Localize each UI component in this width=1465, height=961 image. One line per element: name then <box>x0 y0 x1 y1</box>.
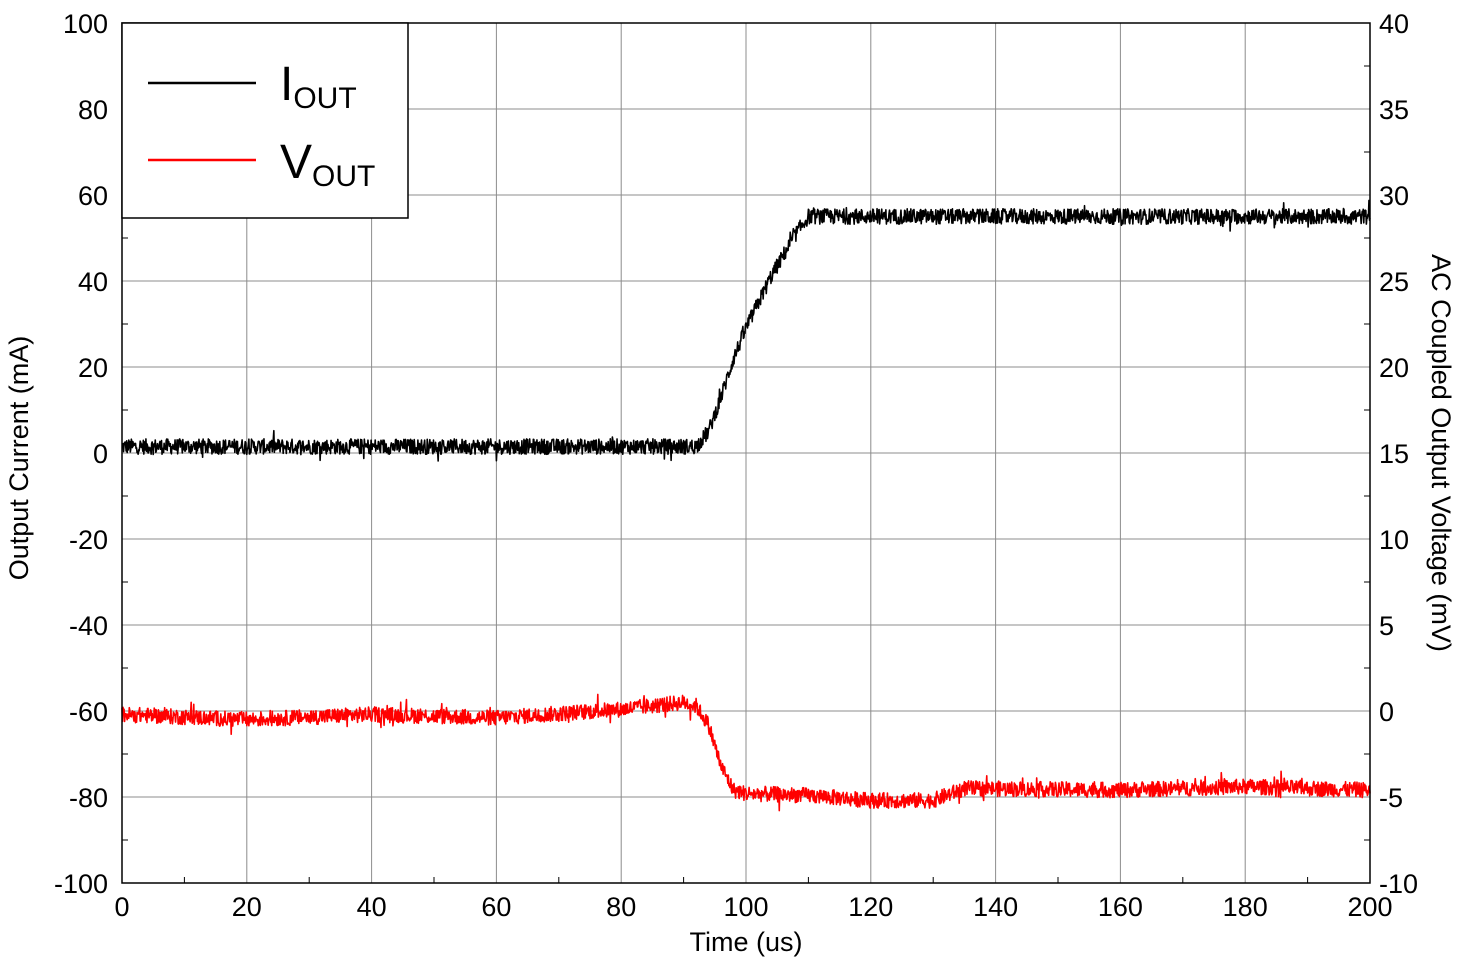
x-tick-label: 0 <box>114 892 129 922</box>
y2-tick-label: -5 <box>1379 783 1403 813</box>
y2-tick-label: 30 <box>1379 181 1409 211</box>
legend-label-vout: VOUT <box>280 136 375 193</box>
y2-tick-label: 0 <box>1379 697 1394 727</box>
x-axis-title: Time (us) <box>690 927 803 957</box>
y-tick-label: 100 <box>63 9 108 39</box>
tick-labels: 0 20 40 60 80 100 120 140 160 180 200100806040200-… <box>54 9 1418 922</box>
y-tick-label: 40 <box>78 267 108 297</box>
y-tick-label: -60 <box>69 697 108 727</box>
y2-tick-label: 15 <box>1379 439 1409 469</box>
y2-tick-label: 35 <box>1379 95 1409 125</box>
series-line-vout <box>121 693 1371 812</box>
series-line-iout <box>121 199 1371 462</box>
x-tick-label: 160 <box>1098 892 1143 922</box>
y-axis-title: Output Current (mA) <box>4 336 34 581</box>
y-tick-label: 0 <box>93 439 108 469</box>
x-tick-label: 100 <box>723 892 768 922</box>
y2-axis-title: AC Coupled Output Voltage (mV) <box>1426 254 1456 652</box>
legend-label-iout-main: I <box>280 58 293 111</box>
legend-label-vout-sub: OUT <box>312 160 375 193</box>
x-tick-label: 20 <box>232 892 262 922</box>
x-tick-label: 120 <box>848 892 893 922</box>
x-tick-label: 60 <box>481 892 511 922</box>
y-tick-label: -80 <box>69 783 108 813</box>
y-tick-label: 80 <box>78 95 108 125</box>
x-tick-label: 200 <box>1347 892 1392 922</box>
y2-tick-label: 40 <box>1379 9 1409 39</box>
y-tick-label: -40 <box>69 611 108 641</box>
x-tick-label: 40 <box>357 892 387 922</box>
y2-tick-label: 10 <box>1379 525 1409 555</box>
y-tick-label: -20 <box>69 525 108 555</box>
y-tick-label: 20 <box>78 353 108 383</box>
grid <box>122 23 1370 883</box>
x-tick-label: 180 <box>1223 892 1268 922</box>
y2-tick-label: 20 <box>1379 353 1409 383</box>
x-tick-label: 140 <box>973 892 1018 922</box>
y2-tick-label: -10 <box>1379 869 1418 899</box>
legend-label-iout-sub: OUT <box>293 82 356 115</box>
legend-label-vout-main: V <box>280 136 312 189</box>
y-tick-label: -100 <box>54 869 108 899</box>
legend-box <box>121 22 409 219</box>
series-layer <box>121 199 1371 812</box>
legend-label-iout: IOUT <box>280 58 357 115</box>
y-tick-label: 60 <box>78 181 108 211</box>
legend: IOUT VOUT <box>121 22 409 219</box>
y2-tick-label: 5 <box>1379 611 1394 641</box>
x-tick-label: 80 <box>606 892 636 922</box>
plot-frame <box>121 22 1371 884</box>
y2-tick-label: 25 <box>1379 267 1409 297</box>
